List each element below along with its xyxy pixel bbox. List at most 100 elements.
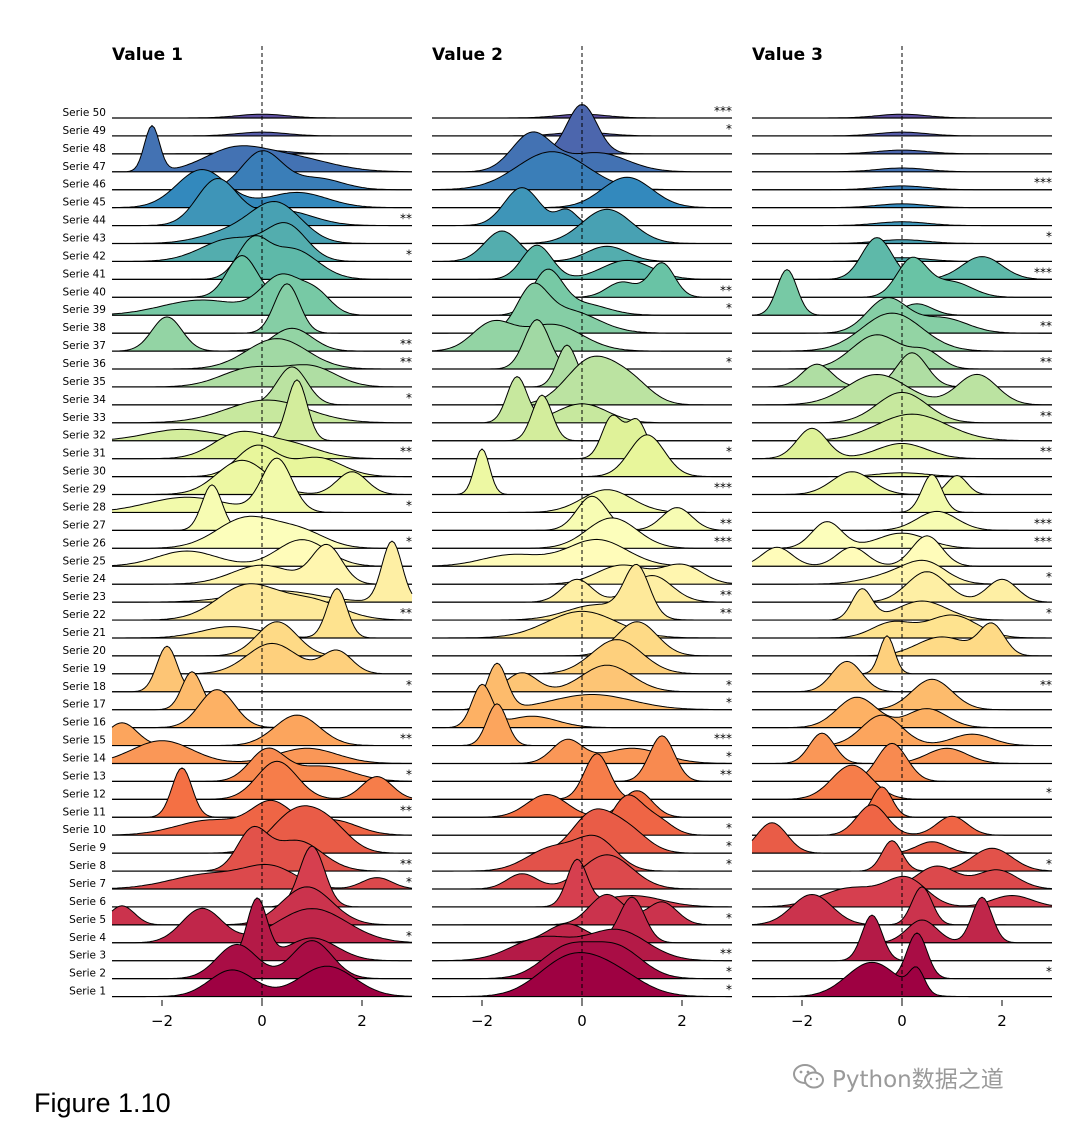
serie-label: Serie 50 (62, 107, 106, 119)
ridge-area (432, 177, 732, 208)
ridge-area (752, 237, 1052, 280)
significance-mark: * (1046, 230, 1052, 244)
x-tick-label: 2 (677, 1012, 687, 1030)
serie-label: Serie 25 (62, 555, 106, 567)
significance-mark: ** (1040, 678, 1052, 692)
ridge-area (752, 733, 1052, 764)
ridge-line (112, 399, 412, 424)
ridge-area (432, 663, 732, 710)
ridge-area (112, 169, 412, 208)
ridge-area (752, 471, 1052, 495)
significance-mark: * (726, 857, 732, 871)
ridge-area (432, 209, 732, 244)
x-tick-label: 0 (897, 1012, 907, 1030)
serie-label: Serie 18 (62, 681, 106, 693)
ridge-area (752, 239, 1052, 244)
ridge-area (752, 876, 1052, 907)
ridge-area (752, 679, 1052, 710)
ridge-area (752, 269, 1052, 316)
significance-mark: * (726, 839, 732, 853)
ridge-area (432, 151, 732, 190)
significance-mark: ** (1040, 409, 1052, 423)
ridge-area (752, 697, 1052, 728)
serie-label: Serie 24 (62, 573, 106, 585)
serie-label: Serie 42 (62, 250, 106, 262)
significance-mark: * (726, 122, 732, 136)
significance-mark: *** (1034, 265, 1052, 279)
ridge-area (112, 826, 412, 872)
panel-title: Value 3 (752, 45, 823, 65)
ridge-area (112, 458, 412, 513)
serie-label: Serie 1 (69, 986, 106, 998)
serie-label: Serie 23 (62, 591, 106, 603)
serie-label: Serie 43 (62, 233, 106, 245)
figure-caption: Figure 1.10 (34, 1088, 171, 1118)
ridge-area (432, 262, 732, 298)
ridge-area (752, 571, 1052, 603)
serie-label: Serie 32 (62, 430, 106, 442)
x-tick-label: −2 (471, 1012, 493, 1030)
serie-label: Serie 36 (62, 358, 106, 370)
serie-label: Serie 16 (62, 717, 106, 729)
ridge-line (111, 863, 413, 889)
serie-label: Serie 34 (62, 394, 106, 406)
significance-mark: *** (1034, 516, 1052, 530)
ridge-area (432, 684, 732, 728)
ridge-panel: Value 3****************************−2 0 2 (751, 45, 1053, 1030)
ridge-area (112, 805, 412, 854)
ridge-area (112, 588, 412, 638)
serie-label: Serie 17 (62, 699, 106, 711)
significance-mark: * (406, 534, 412, 548)
serie-label: Serie 11 (62, 806, 106, 818)
significance-mark: * (726, 355, 732, 369)
ridge-area (432, 703, 732, 746)
serie-label: Serie 48 (62, 143, 106, 155)
serie-label: Serie 45 (62, 197, 106, 209)
watermark-text: Python数据之道 (832, 1067, 1004, 1093)
ridge-area (432, 735, 732, 782)
significance-mark: * (726, 983, 732, 997)
ridge-area (432, 356, 732, 405)
ridge-area (752, 511, 1052, 531)
ridge-area (112, 541, 412, 603)
ridge-area (752, 132, 1052, 136)
significance-mark: ** (720, 588, 732, 602)
significance-mark: *** (1034, 534, 1052, 548)
significance-mark: ** (400, 212, 412, 226)
ridge-area (112, 671, 412, 710)
x-tick-label: 0 (577, 1012, 587, 1030)
wechat-icon (793, 1064, 824, 1089)
significance-mark: * (726, 301, 732, 315)
ridge-area (752, 313, 1052, 352)
ridge-area (112, 621, 412, 656)
ridge-area (752, 521, 1052, 549)
serie-label: Serie 31 (62, 448, 106, 460)
significance-mark: *** (714, 534, 732, 548)
significance-mark: ** (1040, 355, 1052, 369)
serie-label: Serie 39 (62, 304, 106, 316)
ridge-area (112, 150, 412, 190)
significance-mark: *** (1034, 176, 1052, 190)
ridge-area (432, 897, 732, 943)
significance-mark: ** (400, 803, 412, 817)
x-tick-label: −2 (151, 1012, 173, 1030)
serie-label: Serie 2 (69, 968, 106, 980)
ridge-area (752, 615, 1052, 638)
ridge-area (752, 866, 1052, 889)
ridge-area (112, 748, 412, 782)
ridge-area (752, 203, 1052, 208)
significance-mark: * (1046, 857, 1052, 871)
serie-label: Serie 44 (62, 215, 106, 227)
panel-title: Value 2 (432, 45, 503, 65)
significance-mark: * (726, 911, 732, 925)
serie-label: Serie 38 (62, 322, 106, 334)
ridge-area (112, 767, 412, 818)
serie-label: Serie 49 (62, 125, 106, 137)
significance-mark: * (406, 929, 412, 943)
serie-label: Serie 27 (62, 519, 106, 531)
ridge-area (432, 639, 732, 674)
ridge-area (112, 125, 412, 172)
x-tick-label: 2 (997, 1012, 1007, 1030)
significance-mark: * (406, 678, 412, 692)
serie-label: Serie 8 (69, 860, 106, 872)
